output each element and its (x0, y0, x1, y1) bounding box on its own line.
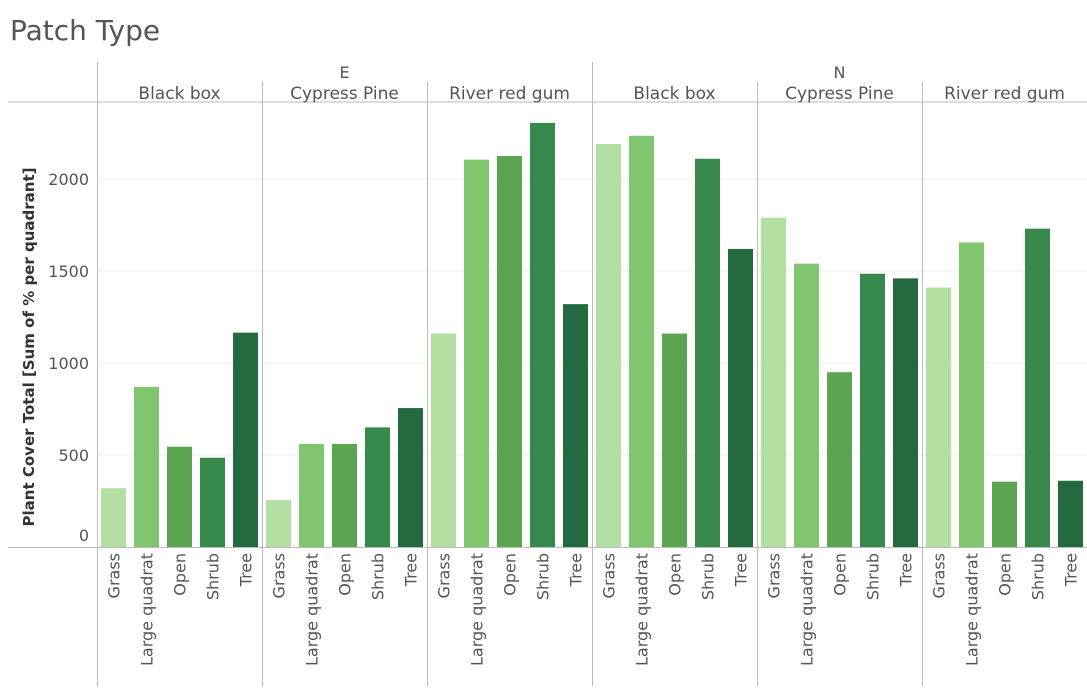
x-tick-label: Tree (1062, 553, 1081, 587)
y-tick-label: 2000 (48, 170, 89, 189)
x-tick-label: Open (336, 553, 355, 596)
x-tick-label: Large quadrat (468, 553, 487, 666)
x-tick-label: Large quadrat (963, 553, 982, 666)
bar (959, 242, 984, 548)
bar (992, 481, 1017, 547)
bar (893, 278, 918, 547)
x-tick-label: Shrub (369, 553, 388, 600)
x-tick-label: Shrub (1029, 553, 1048, 600)
bar (530, 122, 555, 547)
y-axis-title: Plant Cover Total [Sum of % per quadrant… (20, 168, 38, 527)
x-tick-label: Shrub (204, 553, 223, 600)
bar (464, 159, 489, 547)
bar (431, 333, 456, 547)
x-tick-label: Open (501, 553, 520, 596)
x-tick-label: Large quadrat (633, 553, 652, 666)
bar (563, 304, 588, 547)
x-tick-label: Open (666, 553, 685, 596)
group-label: E (339, 63, 349, 82)
bar (332, 443, 357, 547)
panel-label: Cypress Pine (785, 84, 894, 104)
bar (134, 386, 159, 547)
x-tick-label: Grass (930, 553, 949, 598)
bar (695, 158, 720, 547)
bar (761, 217, 786, 547)
bar (1058, 480, 1083, 547)
x-tick-label: Grass (600, 553, 619, 598)
x-tick-label: Large quadrat (303, 553, 322, 666)
x-tick-label: Grass (270, 553, 289, 598)
x-tick-label: Tree (402, 553, 421, 587)
x-tick-label: Open (831, 553, 850, 596)
bar (860, 273, 885, 547)
x-tick-label: Grass (105, 553, 124, 598)
bar (926, 287, 951, 547)
chart-title: Patch Type (10, 14, 161, 47)
bar (629, 135, 654, 547)
x-tick-label: Large quadrat (798, 553, 817, 666)
x-tick-label: Shrub (534, 553, 553, 600)
x-tick-label: Grass (435, 553, 454, 598)
x-tick-label: Open (996, 553, 1015, 596)
bar (596, 144, 621, 548)
panel-label: Cypress Pine (290, 84, 399, 104)
panel-label: Black box (138, 84, 220, 104)
bar (398, 408, 423, 547)
bar (266, 500, 291, 547)
bar (365, 427, 390, 547)
x-tick-label: Grass (765, 553, 784, 598)
y-tick-label: 0 (79, 526, 89, 545)
x-tick-label: Open (171, 553, 190, 596)
x-tick-label: Shrub (864, 553, 883, 600)
y-tick-label: 500 (58, 446, 89, 465)
bar (101, 488, 126, 547)
panel-label: River red gum (944, 84, 1065, 104)
x-tick-label: Tree (897, 553, 916, 587)
bar (233, 332, 258, 547)
bar (200, 457, 225, 547)
x-tick-label: Large quadrat (138, 553, 157, 666)
bar (299, 443, 324, 547)
panel-label: Black box (633, 84, 715, 104)
group-label: N (834, 63, 846, 82)
bar (1025, 228, 1050, 547)
bar (827, 372, 852, 547)
x-tick-label: Shrub (699, 553, 718, 600)
bar (728, 248, 753, 548)
y-tick-label: 1500 (48, 262, 89, 281)
bar (167, 446, 192, 547)
bar (497, 156, 522, 547)
x-tick-label: Tree (732, 553, 751, 587)
y-tick-label: 1000 (48, 354, 89, 373)
panel-label: River red gum (449, 84, 570, 104)
bar (794, 263, 819, 547)
bar (662, 333, 687, 547)
x-tick-label: Tree (567, 553, 586, 587)
x-tick-label: Tree (237, 553, 256, 587)
